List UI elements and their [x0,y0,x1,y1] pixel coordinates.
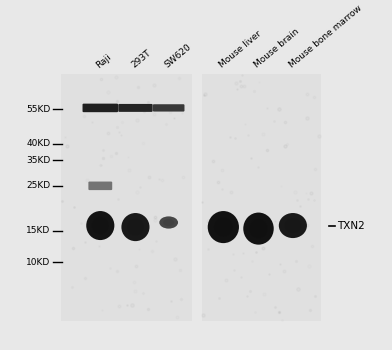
Ellipse shape [249,219,268,238]
Text: SW620: SW620 [163,42,193,70]
Text: 10KD: 10KD [26,258,51,267]
Text: Mouse brain: Mouse brain [253,27,301,70]
Ellipse shape [86,211,114,240]
Bar [61,74,192,321]
FancyBboxPatch shape [118,104,152,112]
Ellipse shape [214,217,233,237]
Bar [202,74,321,321]
Ellipse shape [163,219,174,226]
Text: 35KD: 35KD [26,156,51,165]
Text: 15KD: 15KD [26,226,51,235]
FancyBboxPatch shape [83,104,118,112]
Text: 25KD: 25KD [27,181,51,190]
Text: 55KD: 55KD [26,105,51,114]
FancyBboxPatch shape [153,104,185,112]
Text: 40KD: 40KD [27,139,51,148]
Text: TXN2: TXN2 [337,220,365,231]
Text: Mouse bone marrow: Mouse bone marrow [287,4,363,70]
Ellipse shape [159,216,178,229]
Ellipse shape [92,217,109,234]
Ellipse shape [122,213,149,241]
Ellipse shape [279,213,307,238]
Text: Raji: Raji [94,52,113,70]
FancyBboxPatch shape [88,182,112,190]
Text: 293T: 293T [130,48,153,70]
Ellipse shape [285,218,301,233]
Text: Mouse liver: Mouse liver [218,29,263,70]
Ellipse shape [208,211,239,243]
Ellipse shape [127,219,144,236]
Ellipse shape [243,212,274,245]
